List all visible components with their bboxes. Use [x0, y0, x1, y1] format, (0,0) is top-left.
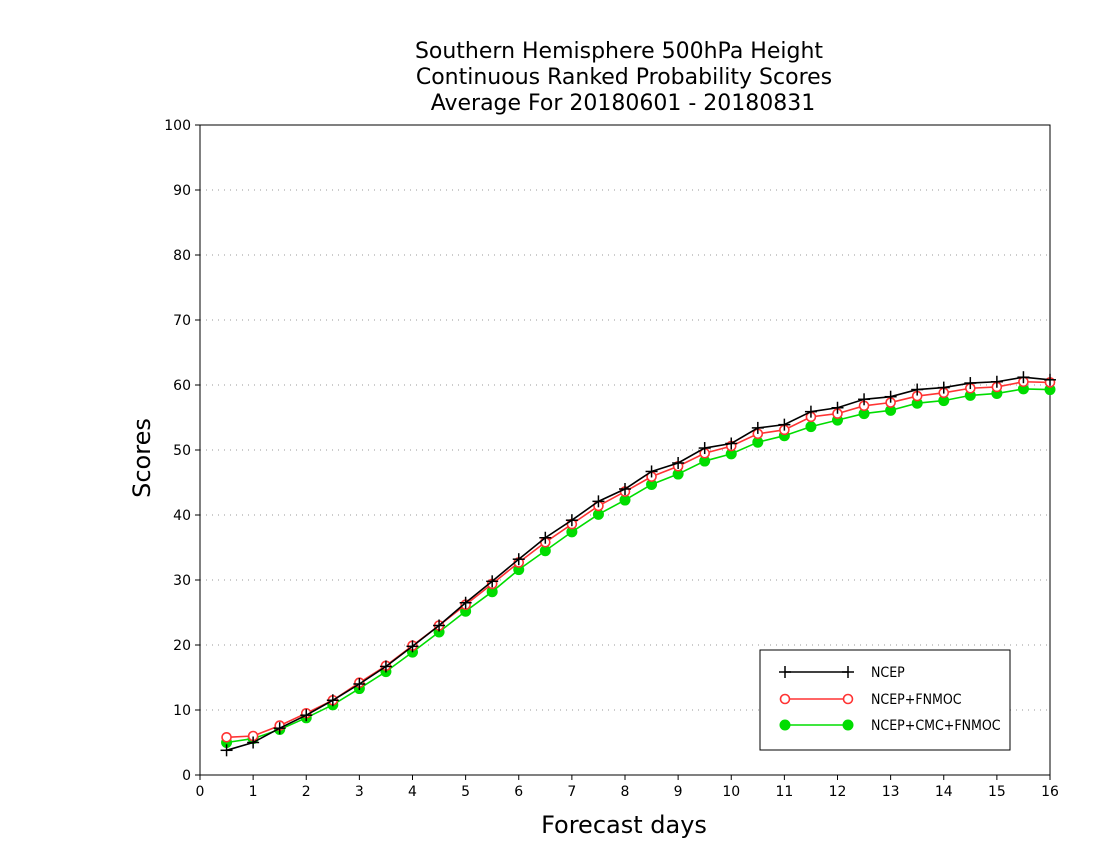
legend-marker-end-ncep-fnmoc: [842, 693, 854, 705]
point-ncep-28: [964, 377, 977, 390]
title-line-1: Southern Hemisphere 500hPa Height: [415, 39, 823, 64]
x-tick-label-8: 8: [621, 784, 630, 800]
legend-marker-end-ncep-cmc-fnmoc: [842, 719, 854, 731]
point-ncep-8: [433, 619, 446, 632]
legend-item-ncep: NCEP: [779, 665, 905, 681]
chart-title: Southern Hemisphere 500hPa Height Contin…: [415, 39, 832, 116]
x-tick-label-16: 16: [1041, 784, 1059, 800]
point-ncep-20: [751, 421, 764, 434]
x-tick-label-12: 12: [829, 784, 847, 800]
point-ncep-12: [539, 531, 552, 544]
y-tick-label-10: 10: [173, 703, 191, 719]
y-tick-label-100: 100: [164, 118, 191, 134]
point-ncep-17: [672, 457, 685, 469]
series-layer: [220, 371, 1056, 757]
point-ncep-6: [379, 660, 392, 673]
x-tick-label-15: 15: [988, 784, 1006, 800]
y-tick-label-90: 90: [173, 183, 191, 199]
point-ncep-cmc-fnmoc-22: [805, 421, 817, 433]
gridlines: [200, 189, 1050, 711]
point-ncep-19: [725, 437, 738, 450]
series-line-ncep: [226, 376, 1051, 752]
point-ncep-26: [911, 383, 924, 396]
x-tick-label-14: 14: [935, 784, 953, 800]
legend-label-ncep-fnmoc: NCEP+FNMOC: [871, 692, 962, 708]
x-tick-label-13: 13: [882, 784, 900, 800]
x-tick-label-2: 2: [302, 784, 311, 800]
x-tick-label-5: 5: [461, 784, 470, 800]
point-ncep-3: [300, 709, 313, 722]
x-axis-label: Forecast days: [541, 811, 707, 839]
point-ncep-4: [326, 694, 339, 707]
point-ncep-25: [884, 390, 897, 403]
legend-item-ncep-cmc-fnmoc: NCEP+CMC+FNMOC: [779, 718, 1001, 734]
y-tick-label-80: 80: [173, 248, 191, 264]
y-tick-label-70: 70: [173, 313, 191, 329]
point-ncep-30: [1017, 371, 1030, 384]
point-ncep-2: [273, 722, 286, 735]
point-ncep-1: [247, 736, 260, 749]
x-tick-label-1: 1: [249, 784, 258, 800]
point-ncep-7: [406, 640, 419, 653]
y-tick-label-0: 0: [182, 768, 191, 784]
legend-box: [759, 649, 1011, 751]
legend-label-ncep-cmc-fnmoc: NCEP+CMC+FNMOC: [871, 718, 1001, 734]
point-ncep-5: [353, 678, 366, 690]
point-ncep-14: [592, 495, 605, 508]
x-tick-label-7: 7: [567, 784, 576, 800]
legend-marker-start-ncep-cmc-fnmoc: [779, 719, 791, 731]
point-ncep-fnmoc-0: [221, 731, 232, 743]
x-tick-label-9: 9: [674, 784, 683, 800]
x-tick-label-6: 6: [514, 784, 523, 800]
y-tick-label-20: 20: [173, 638, 191, 654]
point-ncep-31: [1044, 373, 1056, 386]
point-ncep-24: [858, 393, 871, 406]
y-tick-label-60: 60: [173, 378, 191, 394]
y-tick-label-40: 40: [173, 508, 191, 524]
title-line-3: Average For 20180601 - 20180831: [431, 91, 816, 116]
y-axis-label: Scores: [128, 418, 156, 498]
point-ncep-27: [937, 381, 950, 394]
legend-marker-start-ncep-fnmoc: [779, 693, 791, 705]
point-ncep-11: [512, 553, 525, 566]
x-tick-label-10: 10: [722, 784, 740, 800]
point-ncep-9: [459, 596, 472, 609]
y-tick-label-30: 30: [173, 573, 191, 589]
point-ncep-18: [698, 442, 711, 455]
point-ncep-15: [619, 483, 631, 495]
x-tick-label-0: 0: [196, 784, 205, 800]
y-tick-label-50: 50: [173, 443, 191, 459]
point-ncep-13: [565, 514, 578, 527]
legend-item-ncep-fnmoc: NCEP+FNMOC: [779, 692, 962, 708]
point-ncep-29: [990, 375, 1003, 388]
point-ncep-22: [804, 405, 817, 418]
legend-label-ncep: NCEP: [871, 665, 905, 681]
point-ncep-0: [220, 744, 233, 757]
series-ncep: [220, 371, 1056, 757]
x-tick-label-3: 3: [355, 784, 364, 800]
point-ncep-21: [778, 418, 791, 431]
point-ncep-23: [831, 401, 844, 414]
title-line-2: Continuous Ranked Probability Scores: [416, 65, 832, 90]
legend-marker-end-ncep: [842, 666, 854, 678]
legend: NCEP NCEP+FNMOC NCEP+CMC+FNMOC: [759, 649, 1011, 751]
point-ncep-16: [645, 465, 658, 478]
point-ncep-10: [486, 575, 499, 588]
x-tick-label-4: 4: [408, 784, 417, 800]
x-tick-label-11: 11: [775, 784, 793, 800]
legend-marker-start-ncep: [779, 666, 791, 678]
